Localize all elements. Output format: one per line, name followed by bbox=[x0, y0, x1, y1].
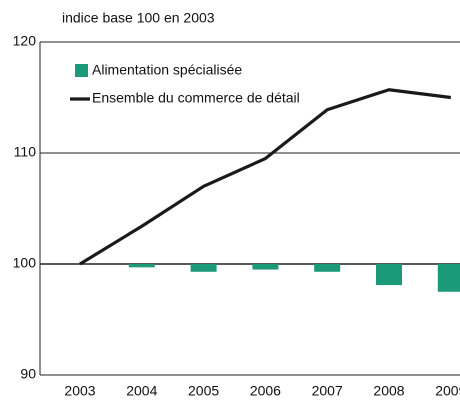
y-tick-label: 100 bbox=[13, 255, 37, 271]
y-tick-label: 120 bbox=[13, 33, 37, 49]
x-tick-label: 2004 bbox=[126, 383, 157, 399]
x-tick-label: 2008 bbox=[373, 383, 404, 399]
legend-swatch bbox=[75, 64, 88, 77]
x-tick-label: 2003 bbox=[64, 383, 95, 399]
x-tick-label: 2005 bbox=[188, 383, 219, 399]
line bbox=[79, 88, 451, 266]
x-tick-label: 2007 bbox=[312, 383, 343, 399]
y-tick-label: 90 bbox=[20, 366, 36, 382]
x-tick-label: 2006 bbox=[250, 383, 281, 399]
bar bbox=[128, 264, 155, 268]
bar bbox=[252, 264, 279, 270]
bar bbox=[376, 264, 402, 286]
bar bbox=[437, 264, 460, 292]
bar bbox=[314, 264, 341, 272]
y-tick-label: 110 bbox=[14, 144, 37, 160]
chart-subtitle: indice base 100 en 2003 bbox=[62, 10, 215, 26]
bar bbox=[190, 264, 217, 272]
legend-label: Ensemble du commerce de détail bbox=[92, 90, 300, 106]
x-tick-label: 2009 bbox=[435, 383, 460, 399]
legend-label: Alimentation spécialisée bbox=[92, 62, 242, 78]
